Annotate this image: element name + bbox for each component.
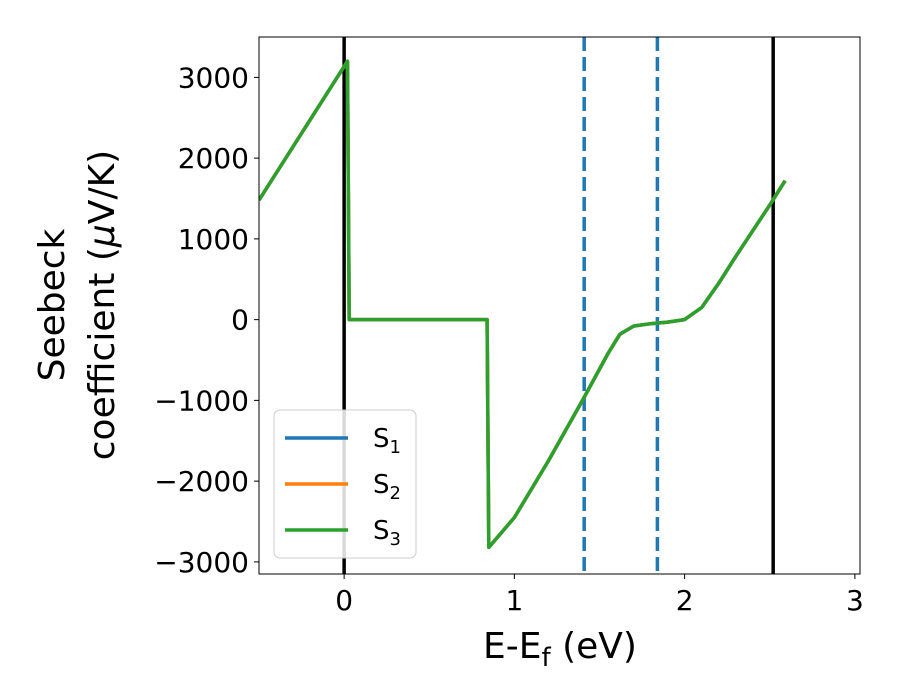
y-tick-label: 3000 bbox=[178, 61, 249, 94]
plot-area-frame bbox=[258, 36, 861, 575]
legend-label-s3: S3 bbox=[373, 516, 401, 550]
x-tick-label: 0 bbox=[335, 584, 353, 617]
x-tick-label: 1 bbox=[505, 584, 523, 617]
legend-label-s2: S2 bbox=[373, 470, 401, 504]
y-tick-label: 1000 bbox=[178, 223, 249, 256]
y-tick-label: −3000 bbox=[154, 546, 249, 579]
svg-text:Seebeck: Seebeck bbox=[32, 228, 73, 381]
legend-label-s1: S1 bbox=[373, 424, 401, 458]
x-tick-label: 2 bbox=[676, 584, 694, 617]
x-tick-label: 3 bbox=[846, 584, 864, 617]
y-tick-label: −2000 bbox=[154, 465, 249, 498]
legend: S1 S2 S3 bbox=[273, 409, 417, 559]
series-line-s3 bbox=[259, 59, 787, 550]
y-tick-label: 2000 bbox=[178, 142, 249, 175]
y-axis-title: Seebeck coefficient (μV/K) bbox=[32, 150, 123, 460]
svg-text:coefficient (μV/K): coefficient (μV/K) bbox=[82, 150, 123, 460]
y-tick-label: −1000 bbox=[154, 384, 249, 417]
x-axis-title: E-Ef (eV) bbox=[483, 626, 637, 673]
y-tick-label: 0 bbox=[231, 304, 249, 337]
